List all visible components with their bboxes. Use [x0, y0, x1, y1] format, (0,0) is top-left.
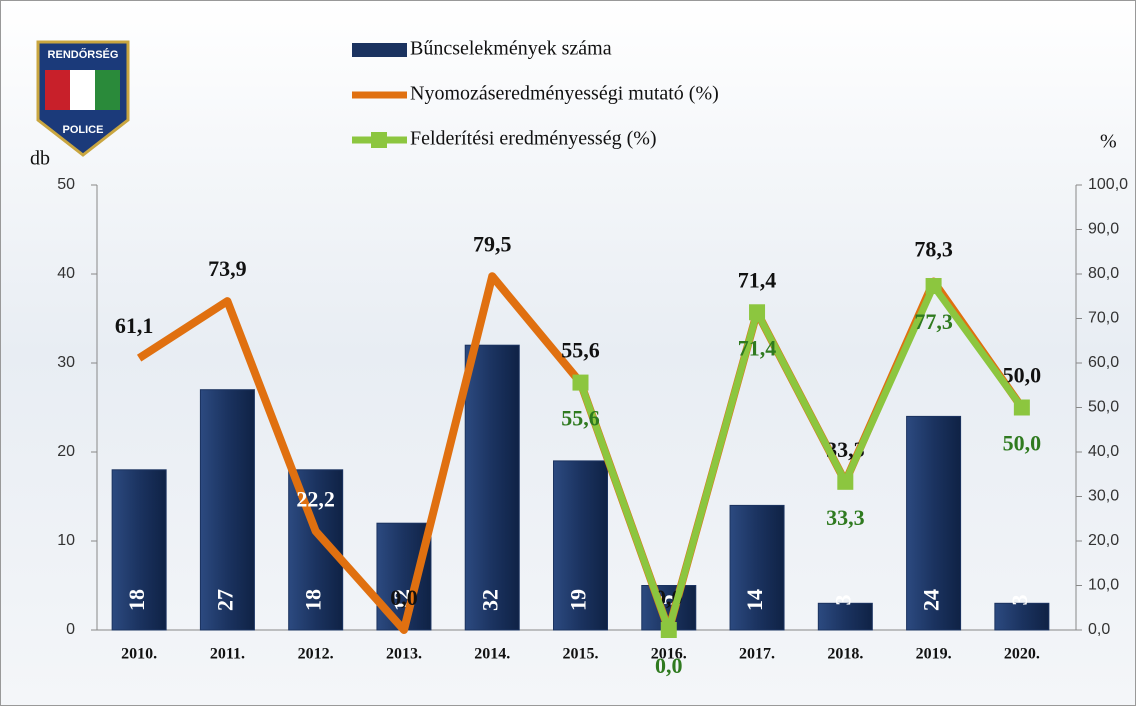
marker [749, 304, 766, 321]
bar [111, 469, 167, 631]
bar [464, 344, 520, 631]
bar-label: 14 [742, 589, 767, 611]
bar-label: 24 [919, 589, 944, 611]
x-tick-label: 2011. [210, 646, 245, 663]
value-label: 33,3 [826, 505, 865, 530]
value-label: 73,9 [208, 256, 247, 281]
value-label: 50,0 [1003, 431, 1042, 456]
y-axis-label: db [30, 148, 50, 170]
y-tick-label: 50 [57, 176, 75, 193]
legend-label: Nyomozáseredményességi mutató (%) [410, 83, 719, 105]
legend-label: Felderítési eredményesség (%) [410, 128, 657, 150]
value-label: 0,0 [390, 585, 418, 610]
bar [906, 415, 962, 631]
bar [553, 460, 608, 631]
bar-label: 19 [566, 589, 591, 611]
value-label: 22,2 [296, 486, 335, 511]
line [577, 282, 1025, 634]
marker [572, 374, 589, 391]
bar [199, 389, 255, 631]
x-tick-label: 2017. [739, 646, 775, 663]
marker [925, 278, 942, 295]
y2-axis-label: % [1100, 131, 1117, 153]
value-label: 55,6 [561, 338, 600, 363]
value-label: 78,3 [914, 237, 953, 262]
y-tick-label: 10 [57, 532, 75, 549]
value-label: 55,6 [561, 406, 600, 431]
x-tick-label: 2014. [474, 646, 510, 663]
logo: RENDŐRSÉG POLICE [36, 40, 130, 157]
y2-tick-label: 0,0 [1088, 621, 1110, 638]
value-label: 77,3 [914, 309, 953, 334]
value-label: 50,0 [1003, 363, 1042, 388]
marker [1013, 399, 1030, 416]
x-tick-label: 2018. [827, 646, 863, 663]
y2-tick-label: 20,0 [1088, 532, 1119, 549]
value-label: 71,4 [738, 335, 777, 360]
value-label: 71,4 [738, 267, 777, 292]
value-label: 61,1 [115, 313, 154, 338]
bar-label: 3 [1007, 595, 1032, 606]
legend-label: Bűncselekmények száma [410, 38, 612, 60]
y-tick-label: 20 [57, 443, 75, 460]
y-tick-label: 40 [57, 265, 75, 282]
logo-text: POLICE [63, 124, 104, 136]
x-tick-label: 2013. [386, 646, 422, 663]
bar [817, 602, 873, 631]
bar-label: 5 [654, 595, 679, 606]
value-label: 79,5 [473, 231, 512, 256]
y2-tick-label: 80,0 [1088, 265, 1119, 282]
marker [837, 473, 854, 490]
value-label: 0,0 [655, 653, 683, 678]
x-tick-label: 2019. [916, 646, 952, 663]
logo-text: RENDŐRSÉG [48, 48, 119, 61]
y-tick-label: 30 [57, 354, 75, 371]
bar-label: 27 [212, 589, 237, 611]
bar-label: 32 [477, 589, 502, 611]
x-tick-label: 2012. [298, 646, 334, 663]
x-tick-label: 2015. [563, 646, 599, 663]
x-tick-label: 2016. [651, 646, 687, 663]
legend-swatch [371, 132, 387, 148]
bar-label: 18 [124, 589, 149, 611]
y2-tick-label: 70,0 [1088, 310, 1119, 327]
bar [729, 504, 785, 631]
y2-tick-label: 50,0 [1088, 399, 1119, 416]
bar [994, 602, 1050, 631]
bar-label: 3 [830, 595, 855, 606]
x-tick-label: 2020. [1004, 646, 1040, 663]
x-tick-label: 2010. [121, 646, 157, 663]
y2-tick-label: 60,0 [1088, 354, 1119, 371]
y2-tick-label: 90,0 [1088, 221, 1119, 238]
y2-tick-label: 10,0 [1088, 577, 1119, 594]
legend-swatch [352, 43, 407, 57]
y2-tick-label: 30,0 [1088, 488, 1119, 505]
bar-label: 18 [301, 589, 326, 611]
marker [660, 622, 677, 638]
y2-tick-label: 100,0 [1088, 176, 1128, 193]
y2-tick-label: 40,0 [1088, 443, 1119, 460]
y-tick-label: 0 [66, 621, 75, 638]
